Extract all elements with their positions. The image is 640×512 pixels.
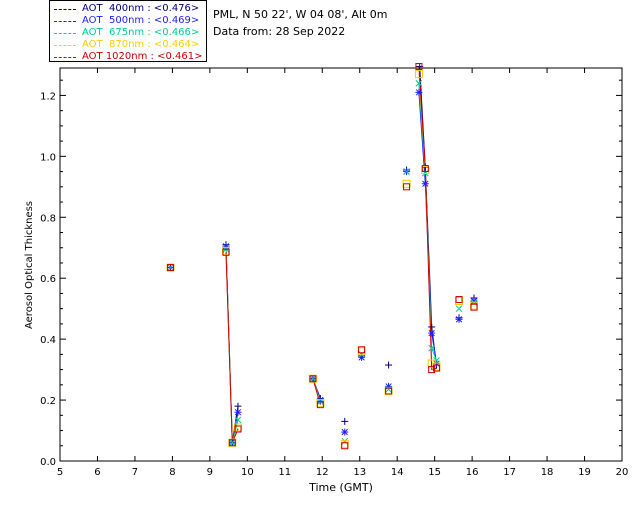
legend-item-1020nm: AOT 1020nm : <0.461>	[50, 51, 206, 63]
data-point	[234, 416, 242, 424]
y-tick-label: 0.4	[40, 335, 56, 346]
data-point	[433, 364, 441, 372]
x-tick-label: 7	[132, 467, 138, 478]
x-tick-label: 9	[207, 467, 213, 478]
x-tick-label: 15	[428, 467, 441, 478]
legend: AOT 400nm : <0.476> AOT 500nm : <0.469> …	[49, 0, 207, 62]
data-point	[228, 439, 236, 447]
x-axis-label: Time (GMT)	[308, 481, 373, 494]
x-tick-label: 14	[391, 467, 404, 478]
data-point	[385, 361, 393, 369]
legend-item-400nm: AOT 400nm : <0.476>	[50, 3, 206, 15]
legend-label-500nm: AOT 500nm : <0.469>	[82, 15, 200, 26]
y-tick-label: 0.6	[40, 274, 56, 285]
data-point	[309, 375, 317, 383]
data-point	[455, 305, 463, 313]
data-point	[433, 357, 440, 364]
legend-line-870nm	[54, 45, 76, 46]
data-point	[403, 168, 410, 175]
data-point	[470, 303, 478, 311]
series-line-0	[419, 66, 437, 366]
data-point	[455, 315, 463, 323]
data-point	[428, 323, 436, 331]
data-point	[421, 180, 429, 188]
x-tick-label: 18	[541, 467, 554, 478]
legend-label-675nm: AOT 675nm : <0.466>	[82, 27, 200, 38]
data-point	[470, 297, 478, 305]
y-tick-label: 0.0	[40, 457, 56, 468]
data-point	[309, 375, 317, 383]
x-axis: 5 6 7 8 9 10 11 12 13 14 15 16 17 18 19 20	[57, 68, 629, 478]
y-tick-label: 0.8	[40, 213, 56, 224]
x-tick-label: 13	[353, 467, 366, 478]
series-line-4	[418, 66, 437, 371]
data-point	[414, 70, 423, 79]
x-tick-label: 8	[169, 467, 175, 478]
data-point	[421, 165, 429, 173]
x-tick-label: 20	[616, 467, 629, 478]
x-tick-label: 5	[57, 467, 63, 478]
station-info: PML, N 50 22', W 04 08', Alt 0m	[213, 8, 388, 21]
plot-frame	[59, 67, 623, 462]
y-axis-label: Aerosol Optical Thickness	[24, 201, 35, 329]
data-point	[316, 401, 324, 409]
series-lines	[225, 66, 437, 443]
data-point	[167, 264, 174, 271]
y-axis: 0.0 0.2 0.4 0.6 0.8 1.0 1.2	[40, 79, 622, 468]
data-point	[228, 439, 236, 447]
x-tick-label: 12	[316, 467, 329, 478]
legend-line-400nm	[54, 9, 76, 10]
legend-label-400nm: AOT 400nm : <0.476>	[82, 3, 200, 14]
legend-line-500nm	[54, 21, 76, 22]
x-tick-label: 11	[278, 467, 291, 478]
x-tick-label: 19	[578, 467, 591, 478]
y-tick-label: 1.0	[40, 152, 56, 163]
data-point	[455, 296, 463, 304]
x-tick-label: 6	[94, 467, 100, 478]
x-tick-label: 16	[466, 467, 479, 478]
data-point	[234, 425, 242, 433]
x-tick-label: 17	[503, 467, 516, 478]
legend-label-870nm: AOT 870nm : <0.464>	[82, 39, 200, 50]
data-point	[428, 344, 436, 352]
legend-item-675nm: AOT 675nm : <0.466>	[50, 27, 206, 39]
data-point	[234, 408, 242, 416]
y-tick-label: 0.2	[40, 396, 56, 407]
data-point	[341, 417, 349, 425]
data-point	[341, 442, 349, 450]
data-point	[455, 297, 464, 306]
series-line-1	[225, 246, 239, 443]
legend-line-675nm	[54, 33, 76, 34]
legend-line-1020nm	[54, 57, 76, 58]
data-point	[415, 88, 423, 96]
data-point	[167, 264, 175, 272]
legend-item-870nm: AOT 870nm : <0.464>	[50, 39, 206, 51]
data-point	[234, 402, 242, 410]
x-tick-label: 10	[241, 467, 254, 478]
data-point	[341, 428, 349, 436]
legend-item-500nm: AOT 500nm : <0.469>	[50, 15, 206, 27]
data-point	[428, 366, 436, 374]
data-point	[428, 329, 436, 337]
data-point	[403, 183, 411, 191]
data-point	[358, 346, 366, 354]
date-info: Data from: 28 Sep 2022	[213, 25, 346, 38]
data-point	[222, 248, 230, 256]
data-point	[385, 387, 393, 395]
data-point	[415, 79, 423, 87]
series-markers	[166, 62, 479, 450]
legend-label-1020nm: AOT 1020nm : <0.461>	[82, 51, 203, 62]
series-line-0	[225, 244, 239, 443]
data-point	[415, 62, 423, 70]
y-tick-label: 1.2	[40, 91, 56, 102]
